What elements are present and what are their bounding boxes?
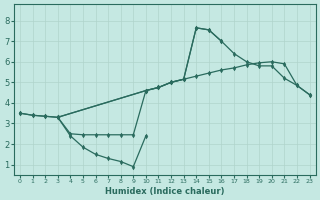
X-axis label: Humidex (Indice chaleur): Humidex (Indice chaleur) [105,187,225,196]
